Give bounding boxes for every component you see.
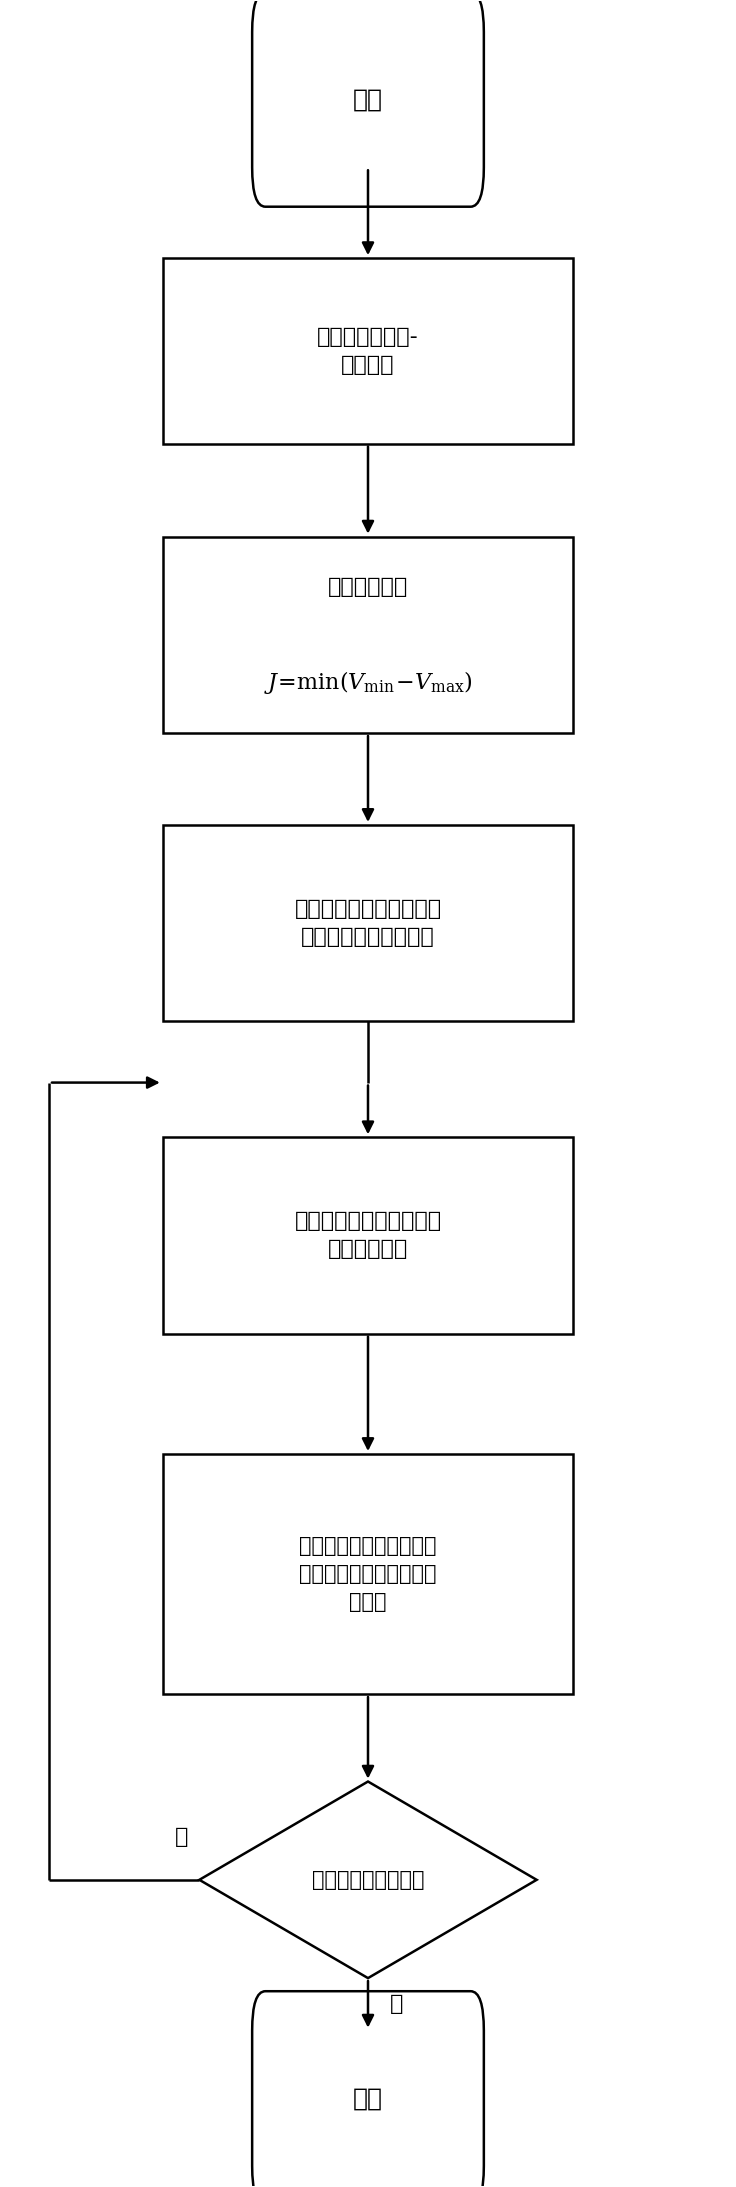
Text: 风速稳定域是否最大: 风速稳定域是否最大	[312, 1870, 424, 1890]
Bar	[163, 536, 573, 733]
FancyBboxPatch shape	[252, 1990, 484, 2187]
Text: 建立目标函数: 建立目标函数	[328, 577, 408, 597]
Text: 采用遗传算法优化附加阻
尼控制器参数: 采用遗传算法优化附加阻 尼控制器参数	[294, 1212, 442, 1260]
Polygon shape	[199, 1782, 537, 1977]
Text: 开始: 开始	[353, 87, 383, 112]
Bar	[163, 1454, 573, 1695]
Bar	[163, 824, 573, 1021]
Text: 结束: 结束	[353, 2086, 383, 2110]
Bar	[163, 1137, 573, 1334]
Text: 确定可优化的参数及其变
化范围，形成约束条件: 确定可优化的参数及其变 化范围，形成约束条件	[294, 899, 442, 947]
Text: $J\!=\!\min(V_{\rm min}\!-\!V_{\rm max})$: $J\!=\!\min(V_{\rm min}\!-\!V_{\rm max})…	[263, 669, 473, 695]
Text: 建立系统的状态-
空间方程: 建立系统的状态- 空间方程	[317, 326, 419, 374]
Text: 是: 是	[390, 1995, 403, 2014]
FancyBboxPatch shape	[252, 0, 484, 208]
Bar	[163, 258, 573, 444]
Text: 否: 否	[175, 1826, 188, 1848]
Text: 根据优化结果配置附加阻
尼控制器参数，进行特征
値分析: 根据优化结果配置附加阻 尼控制器参数，进行特征 値分析	[300, 1535, 436, 1612]
